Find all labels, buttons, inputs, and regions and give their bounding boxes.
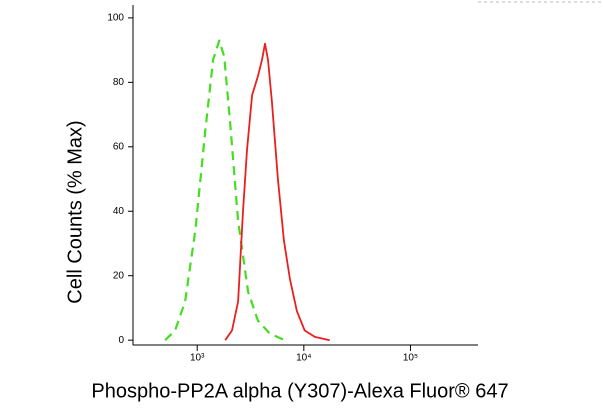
- x-tick-label: 10⁴: [296, 353, 311, 364]
- y-tick-label: 20: [113, 270, 125, 281]
- series-line: [224, 42, 330, 342]
- y-tick-label: 60: [113, 141, 125, 152]
- x-tick-label: 10³: [190, 353, 205, 364]
- x-tick-label: 10⁵: [403, 353, 418, 364]
- y-axis-title: Cell Counts (% Max): [64, 120, 86, 303]
- y-tick-label: 0: [118, 335, 124, 346]
- y-tick-label: 40: [113, 206, 125, 217]
- y-tick-label: 80: [113, 77, 125, 88]
- y-tick-label: 100: [107, 13, 124, 24]
- series-line: [164, 39, 286, 342]
- x-axis-title: Phospho-PP2A alpha (Y307)-Alexa Fluor® 6…: [91, 380, 508, 402]
